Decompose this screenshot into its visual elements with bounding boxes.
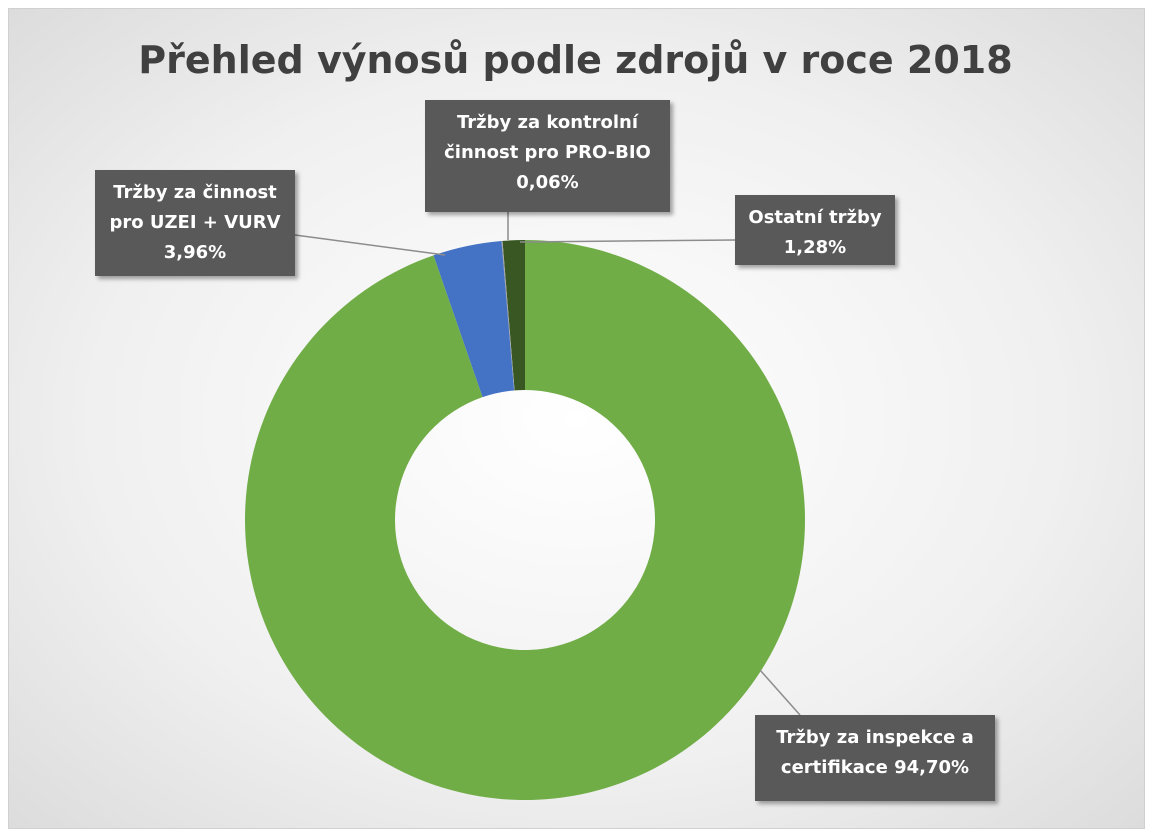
data-label: Tržby za činnost pro UZEI + VURV 3,96% <box>95 170 295 276</box>
label-name: Tržby za inspekce a certifikace <box>776 727 974 778</box>
donut-slice <box>433 240 515 398</box>
leader-line <box>519 239 736 243</box>
label-value: 0,06% <box>516 172 579 193</box>
donut-slice <box>501 240 515 391</box>
data-label: Tržby za inspekce a certifikace 94,70% <box>755 715 995 801</box>
label-name: Tržby za činnost pro UZEI + VURV <box>109 182 281 233</box>
label-name: Ostatní tržby <box>748 207 882 228</box>
data-label: Tržby za kontrolní činnost pro PRO-BIO 0… <box>425 100 670 212</box>
label-value: 1,28% <box>783 237 847 258</box>
donut-slice <box>244 240 805 800</box>
data-label: Ostatní tržby 1,28% <box>735 195 895 265</box>
leader-line <box>759 669 801 716</box>
donut-slice <box>502 240 525 391</box>
chart-title: Přehled výnosů podle zdrojů v roce 2018 <box>138 38 1013 82</box>
leader-line <box>294 234 446 256</box>
label-value: 94,70% <box>894 757 970 778</box>
label-value: 3,96% <box>163 242 227 263</box>
label-name: Tržby za kontrolní činnost pro PRO-BIO <box>444 112 651 163</box>
